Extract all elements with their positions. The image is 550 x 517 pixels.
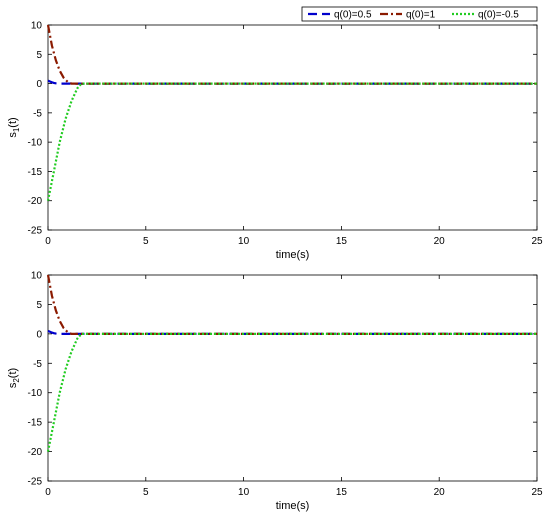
legend: q(0)=0.5 q(0)=1 q(0)=-0.5 [301,6,538,22]
x-tick-label: 25 [531,487,543,498]
x-tick-label: 0 [45,487,51,498]
legend-label: q(0)=-0.5 [478,10,519,21]
x-axis-label: time(s) [276,249,310,261]
x-tick-label: 5 [143,487,149,498]
x-tick-label: 15 [336,236,348,247]
series-line-2 [46,332,537,452]
y-tick-label: -20 [28,447,43,458]
y-axis-label-base: s [7,382,19,388]
x-tick-label: 20 [434,236,446,247]
series-line-1 [46,24,537,85]
y-tick-label: 5 [36,50,42,61]
y-tick-label: -10 [28,388,43,399]
x-axis-label: time(s) [276,500,310,512]
x-tick-label: 10 [238,487,250,498]
x-tick-label: 10 [238,236,250,247]
y-tick-label: -20 [28,196,43,207]
y-axis-label-subscript: 2 [12,378,21,383]
y-tick-label: -15 [28,167,43,178]
series-line-2 [46,82,537,201]
y-axis-label: s1(t) [7,117,21,137]
legend-label: q(0)=0.5 [334,10,372,21]
x-tick-label: 0 [45,236,51,247]
y-tick-label: -5 [33,359,42,370]
y-tick-label: -15 [28,418,43,429]
y-tick-label: 0 [36,79,42,90]
legend-box [301,6,538,22]
x-tick-label: 20 [434,487,446,498]
y-tick-label: -25 [28,226,43,237]
y-axis-label-tail: (t) [7,368,19,378]
y-tick-label: -25 [28,477,43,488]
y-tick-label: 5 [36,300,42,311]
y-axis-label-tail: (t) [7,117,19,127]
x-tick-label: 15 [336,487,348,498]
x-tick-label: 5 [143,236,149,247]
y-axis-label-base: s [7,132,19,138]
y-tick-label: -10 [28,138,43,149]
plot-frame [47,24,538,231]
legend-label: q(0)=1 [406,10,436,21]
y-axis-label: s2(t) [7,368,21,388]
x-tick-label: 25 [531,236,543,247]
chart-panel-s1: 0 5 10 15 20 25 10 5 0 -5 -10 -15 -20 -25 time(s) s1(t) [7,21,543,262]
y-tick-label: 10 [31,21,43,32]
y-tick-label: 0 [36,329,42,340]
series-line-1 [46,274,537,335]
y-axis-label-subscript: 1 [12,127,21,132]
series-line-0 [47,79,537,85]
plot-frame [47,274,538,482]
y-tick-label: -5 [33,108,42,119]
chart-panel-s2: 0 5 10 15 20 25 10 5 0 -5 -10 -15 -20 -25 time(s) s2(t) [7,271,543,513]
series-line-0 [47,329,537,335]
y-tick-label: 10 [31,271,43,282]
